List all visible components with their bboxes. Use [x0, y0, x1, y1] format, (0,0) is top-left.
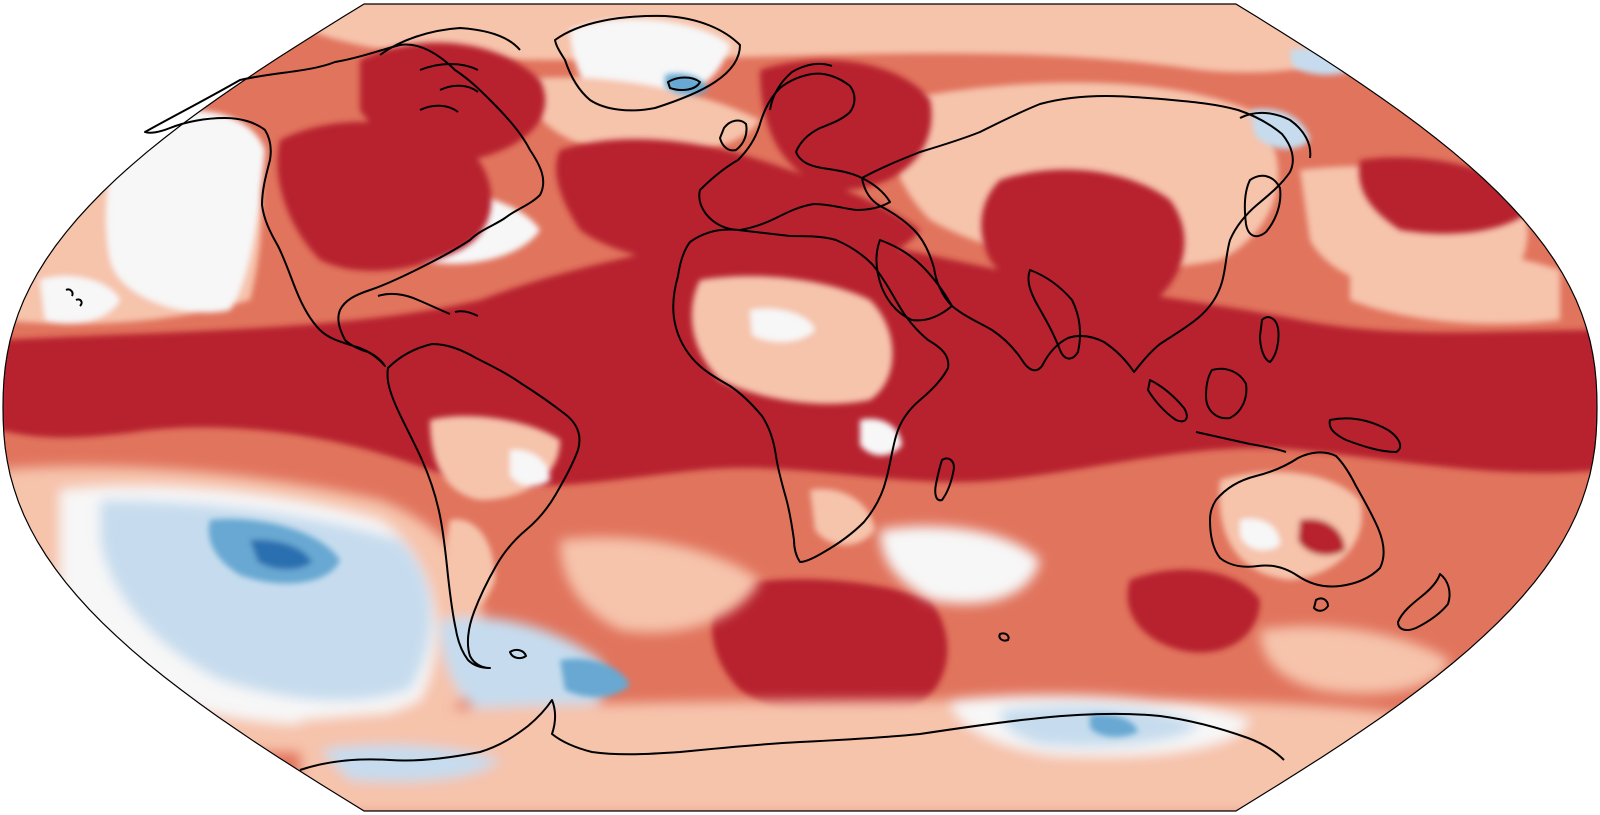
australia-white	[1240, 518, 1280, 551]
antarctic-blue-core	[1090, 714, 1138, 737]
coastline-arctic-islands	[379, 27, 521, 113]
australia-deep-red	[1298, 519, 1345, 556]
tasman-salmon	[1260, 626, 1450, 694]
europe-deep-red	[760, 60, 932, 190]
asia-deep-red	[981, 169, 1185, 313]
mediterranean-deep-red	[556, 139, 920, 270]
coastline-cuba	[377, 292, 451, 315]
coastline-north-america	[144, 43, 545, 367]
coastline-borneo	[1205, 367, 1248, 420]
coastlines	[65, 14, 1451, 771]
africa-east-white	[860, 418, 902, 456]
coastline-scandinavia	[769, 63, 833, 111]
patagonia-salmon	[446, 519, 495, 611]
north-america-deep-red	[277, 121, 492, 271]
coastline-new-guinea	[1328, 417, 1402, 453]
coastline-africa	[672, 228, 950, 563]
coastline-uk	[719, 119, 748, 152]
north-pacific-white-patch	[106, 110, 265, 313]
coastline-madagascar	[934, 457, 955, 502]
south-pacific-dark-blue-core	[250, 539, 312, 570]
coastline-japan	[1243, 174, 1282, 238]
coastline-south-georgia	[998, 632, 1010, 642]
coastline-kamchatka	[1239, 112, 1312, 159]
coastline-europe	[698, 72, 891, 231]
southern-africa-salmon	[810, 489, 875, 545]
map-frame	[2, 3, 1598, 812]
coastline-greenland	[554, 14, 741, 112]
coastline-south-america	[386, 343, 581, 669]
coastline-new-zealand	[1397, 573, 1451, 631]
coastline-antarctica	[299, 699, 1285, 771]
africa-white-patches	[750, 308, 815, 342]
coastline-arabia	[875, 239, 953, 322]
coastline-india	[1027, 269, 1081, 360]
coastline-java	[1195, 431, 1287, 453]
north-atlantic-salmon	[520, 77, 760, 154]
coastline-sumatra	[1147, 379, 1188, 423]
brazil-white	[510, 449, 550, 487]
coastline-hawaii	[65, 288, 83, 307]
kamchatka-blue-core	[1250, 108, 1310, 150]
arctic-salmon-cap	[250, 4, 1400, 73]
south-atlantic-salmon	[560, 537, 760, 633]
coastline-iceland	[667, 76, 701, 91]
south-indian-deep-red	[1127, 569, 1260, 653]
drake-passage-light-blue	[440, 617, 606, 730]
coastline-tasmania	[1313, 597, 1329, 612]
south-atlantic-white	[880, 526, 1040, 604]
drake-blue-core	[560, 658, 630, 697]
north-atlantic-deep-red	[360, 42, 546, 160]
pacific-east-salmon	[1350, 246, 1560, 324]
south-pacific-light-blue	[100, 500, 432, 701]
southern-ocean-deep-red	[711, 579, 948, 721]
antarctic-west-light-blue	[320, 744, 500, 782]
coastline-philippines	[1259, 316, 1280, 363]
coastline-hispaniola	[454, 310, 479, 317]
coastline-australia	[1209, 451, 1385, 588]
coastline-falklands	[509, 648, 527, 660]
